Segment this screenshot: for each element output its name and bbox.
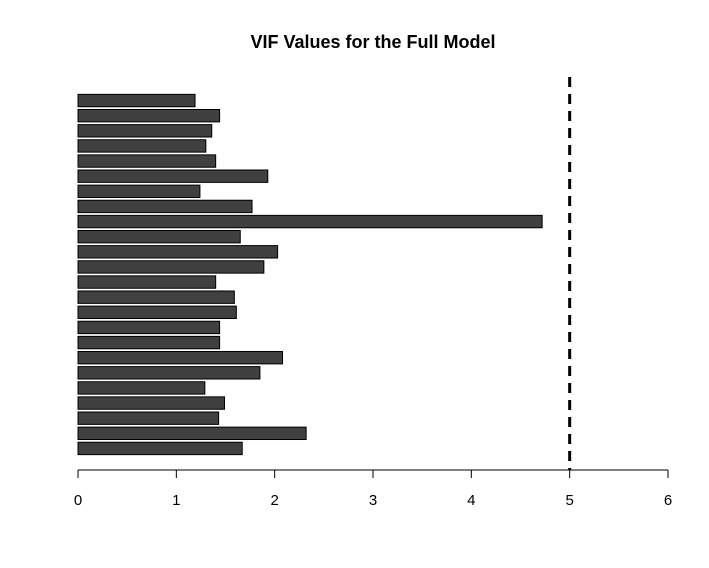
bar-10 <box>77 305 237 320</box>
bar-9 <box>77 320 221 335</box>
bar-17 <box>77 199 253 214</box>
bar-12 <box>77 275 217 289</box>
bar-24 <box>77 93 196 108</box>
bar-5 <box>77 381 206 395</box>
x-axis: 0 1 2 3 4 5 6 <box>74 469 672 509</box>
bar-13 <box>77 260 265 274</box>
chart-title: VIF Values for the Full Model <box>250 32 495 52</box>
bar-22 <box>77 124 213 138</box>
bar-16 <box>77 214 543 229</box>
bar-19 <box>77 169 269 183</box>
bar-15 <box>77 229 241 244</box>
x-tick-label-3: 3 <box>369 492 377 509</box>
x-tick-label-4: 4 <box>467 492 475 509</box>
bar-23 <box>77 108 221 123</box>
x-tick-label-1: 1 <box>172 492 180 509</box>
bar-18 <box>77 184 201 199</box>
bar-11 <box>77 290 235 304</box>
bar-7 <box>77 350 284 365</box>
bar-8 <box>77 335 221 350</box>
x-tick-label-5: 5 <box>565 492 573 509</box>
x-tick-label-0: 0 <box>74 492 82 509</box>
bar-20 <box>77 154 217 168</box>
bar-2 <box>77 426 307 441</box>
bar-1 <box>77 441 243 456</box>
bars-group <box>77 93 543 456</box>
x-tick-label-2: 2 <box>270 492 278 509</box>
bar-3 <box>77 411 220 425</box>
bar-4 <box>77 396 226 410</box>
bar-14 <box>77 245 279 259</box>
bar-21 <box>77 139 207 153</box>
bar-6 <box>77 366 261 380</box>
x-tick-label-6: 6 <box>664 492 672 509</box>
